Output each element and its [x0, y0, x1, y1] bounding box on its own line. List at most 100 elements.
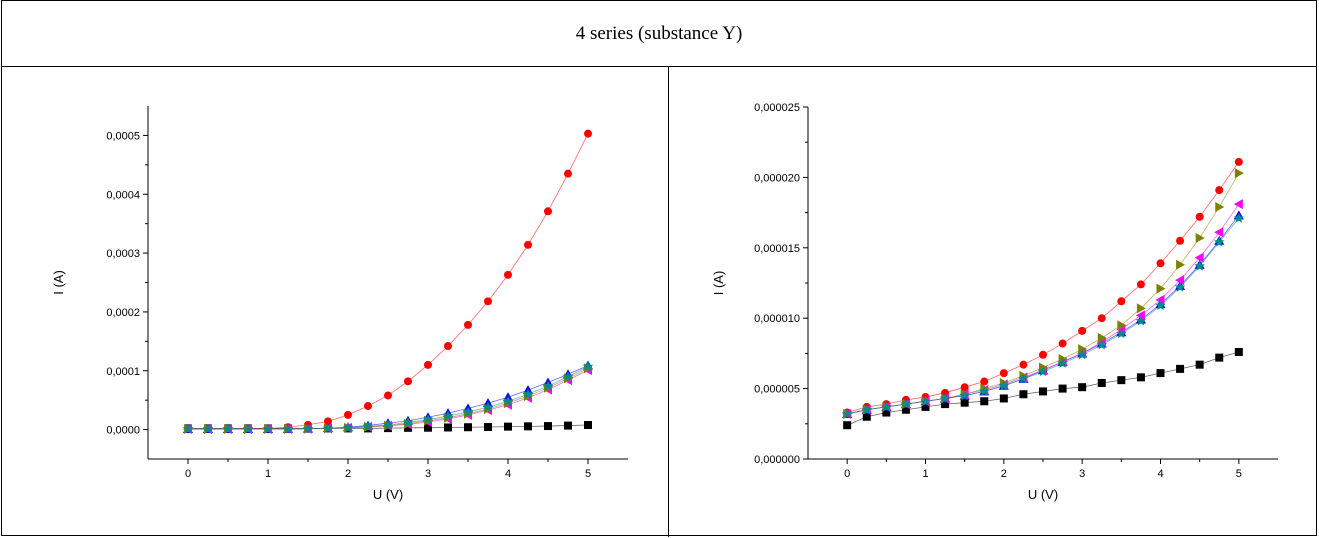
- data-point-star: [322, 422, 334, 433]
- series-star: [841, 212, 1245, 419]
- x-tick-label: 5: [1236, 468, 1242, 480]
- data-point-star: [302, 423, 314, 434]
- data-point-square: [921, 402, 930, 411]
- data-point-star: [900, 398, 912, 409]
- data-point-square: [1019, 390, 1028, 399]
- data-point-square: [404, 423, 412, 432]
- y-axis-label: I (A): [51, 270, 66, 295]
- data-point-square: [999, 394, 1008, 403]
- data-point-star: [1018, 373, 1029, 384]
- data-point-circle: [1078, 326, 1087, 335]
- data-point-triangle-right: [1117, 320, 1127, 331]
- data-point-circle: [524, 240, 532, 249]
- data-point-circle: [324, 417, 332, 426]
- chart-left: 0 1 2 3 4 5 0,0000 0,0001 0,0002 0,0003 0,0004 0,00…: [51, 106, 628, 502]
- data-point-star: [222, 423, 234, 434]
- data-point-circle: [1136, 280, 1145, 289]
- data-point-star: [422, 414, 434, 425]
- data-point-star: [1155, 300, 1166, 310]
- series-line: [847, 172, 1240, 415]
- data-point-triangle-right: [1234, 168, 1244, 179]
- data-point-circle: [1058, 339, 1067, 348]
- data-point-square: [444, 423, 452, 432]
- x-axis-label: U (V): [1028, 487, 1058, 502]
- y-tick-label: 0,0004: [106, 189, 140, 201]
- x-tick-label: 1: [265, 468, 271, 480]
- data-point-circle: [1215, 186, 1224, 195]
- data-point-square: [504, 422, 512, 431]
- data-point-star: [562, 371, 574, 382]
- series-triangle-left: [842, 199, 1243, 419]
- data-point-triangle-left: [1233, 199, 1243, 210]
- data-point-star: [1135, 315, 1147, 326]
- data-point-star: [861, 404, 872, 415]
- data-point-star: [202, 423, 214, 434]
- data-point-square: [843, 421, 852, 430]
- data-point-circle: [999, 369, 1008, 378]
- data-point-triangle-left: [1155, 294, 1165, 305]
- data-point-star: [1194, 260, 1205, 271]
- data-point-star: [402, 417, 414, 427]
- data-point-circle: [980, 377, 989, 386]
- data-point-star: [841, 408, 853, 419]
- data-point-star: [959, 390, 970, 401]
- x-tick-label: 3: [1079, 468, 1085, 480]
- data-point-star: [920, 395, 931, 406]
- data-point-circle: [404, 377, 412, 386]
- data-point-square: [1078, 383, 1087, 392]
- data-point-star: [1037, 366, 1049, 377]
- data-point-star: [1076, 349, 1088, 360]
- y-tick-label: 0,000025: [754, 102, 800, 114]
- x-tick-label: 2: [1001, 468, 1007, 480]
- data-point-circle: [1156, 259, 1165, 268]
- data-point-square: [1156, 369, 1165, 378]
- data-point-triangle-right: [1156, 283, 1166, 294]
- series-line: [847, 203, 1240, 415]
- data-point-circle: [1176, 236, 1185, 245]
- data-point-circle: [564, 169, 572, 178]
- data-point-triangle-left: [1214, 227, 1224, 238]
- y-tick-label: 0,0000: [106, 425, 140, 437]
- data-point-triangle-right: [1215, 201, 1225, 212]
- data-point-star: [1116, 328, 1127, 339]
- series-line: [847, 217, 1240, 415]
- data-point-square: [1097, 378, 1106, 387]
- data-point-circle: [1097, 314, 1106, 323]
- data-point-star: [182, 423, 194, 434]
- series-circle: [184, 129, 592, 433]
- series-star: [182, 361, 594, 434]
- data-point-circle: [424, 360, 432, 369]
- data-point-star: [242, 423, 254, 434]
- data-point-star: [1057, 357, 1068, 368]
- x-tick-label: 2: [345, 468, 351, 480]
- data-point-circle: [1234, 157, 1243, 166]
- data-point-star: [362, 420, 374, 431]
- data-point-circle: [464, 320, 472, 329]
- data-point-star: [939, 392, 951, 403]
- data-point-star: [382, 419, 394, 430]
- data-point-circle: [1195, 212, 1204, 221]
- y-tick-label: 0,000010: [754, 313, 800, 325]
- data-point-triangle-right: [1078, 344, 1088, 355]
- data-point-triangle-left: [1175, 275, 1185, 286]
- x-tick-label: 1: [922, 468, 928, 480]
- data-point-square: [1215, 353, 1224, 362]
- data-point-star: [442, 410, 454, 421]
- data-point-circle: [960, 383, 969, 392]
- data-point-triangle-right: [1195, 232, 1205, 243]
- data-point-triangle-left: [1135, 310, 1145, 321]
- series-line: [847, 215, 1240, 415]
- y-tick-label: 0,000000: [754, 454, 800, 466]
- data-point-circle: [364, 402, 372, 411]
- data-point-circle: [584, 129, 592, 138]
- data-point-star: [881, 401, 892, 412]
- x-tick-label: 5: [585, 468, 591, 480]
- data-point-square: [941, 400, 950, 409]
- data-point-square: [584, 420, 592, 429]
- data-point-star: [342, 422, 354, 432]
- data-point-triangle-right: [1176, 259, 1186, 270]
- data-point-circle: [1117, 297, 1126, 306]
- data-point-square: [1039, 387, 1047, 396]
- y-tick-label: 0,000005: [754, 384, 800, 396]
